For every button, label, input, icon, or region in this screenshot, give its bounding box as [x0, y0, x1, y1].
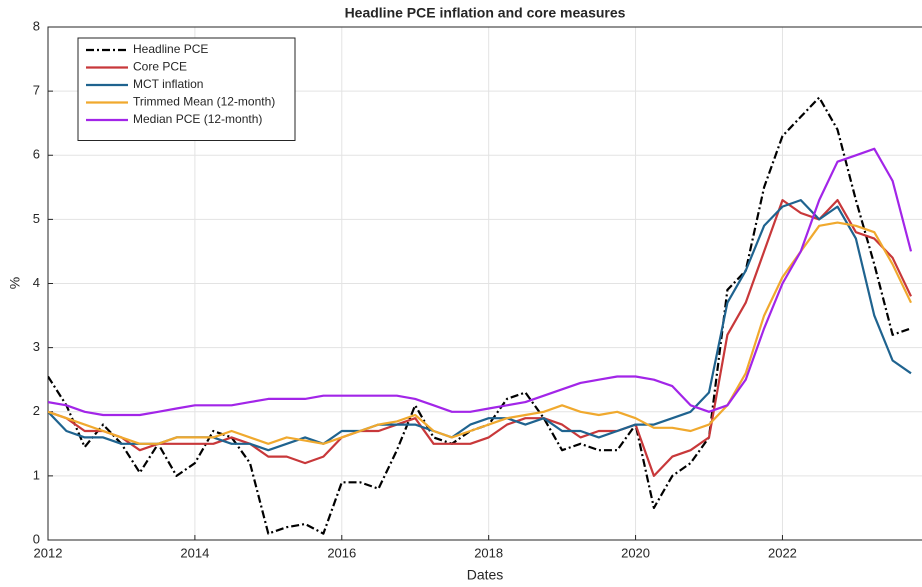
y-tick-label: 8 [33, 18, 40, 33]
series-line [48, 96, 912, 535]
y-axis-label: % [7, 277, 23, 289]
plot-lines [48, 96, 913, 535]
series-line [48, 221, 912, 445]
y-tick-label: 2 [33, 403, 40, 418]
y-tick-label: 4 [33, 275, 40, 290]
y-tick-label: 7 [33, 83, 40, 98]
x-tick-label: 2016 [327, 545, 356, 560]
x-tick-label: 2012 [34, 545, 63, 560]
legend-label: Trimmed Mean (12-month) [133, 95, 275, 109]
plot-frame [47, 26, 922, 541]
legend-box [77, 37, 296, 141]
y-tick-label: 6 [33, 147, 40, 162]
x-axis-label: Dates [467, 567, 504, 583]
legend-label: Headline PCE [133, 42, 208, 56]
y-tick-label: 3 [33, 339, 40, 354]
y-tick-label: 1 [33, 467, 40, 482]
x-tick-label: 2014 [180, 545, 209, 560]
x-tick-label: 2020 [621, 545, 650, 560]
y-tick-label: 5 [33, 211, 40, 226]
legend-label: Median PCE (12-month) [133, 112, 262, 126]
x-tick-label: 2018 [474, 545, 503, 560]
legend-label: Core PCE [133, 60, 187, 74]
chart-title: Headline PCE inflation and core measures [345, 5, 626, 21]
series-line [48, 199, 912, 477]
legend-label: MCT inflation [133, 77, 203, 91]
series-line [48, 147, 913, 417]
y-tick-label: 0 [33, 531, 40, 546]
x-tick-label: 2022 [768, 545, 797, 560]
series-line [48, 199, 912, 452]
legend: Headline PCE Core PCE MCT inflation Trimmed… [77, 37, 296, 141]
